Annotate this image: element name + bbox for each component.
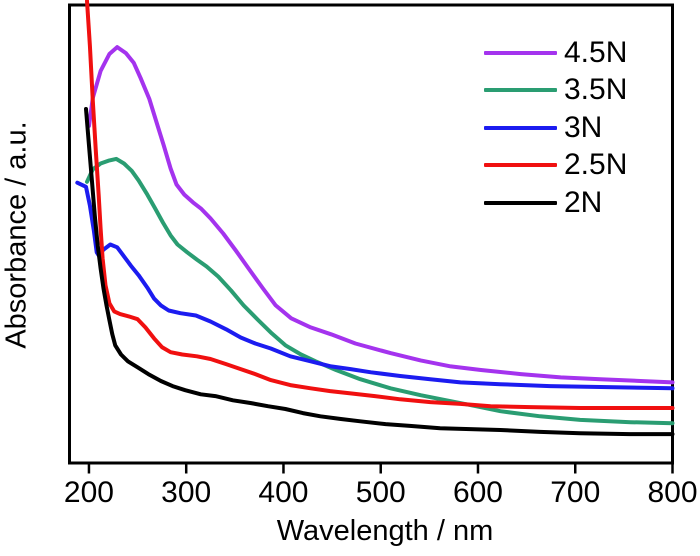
legend-label-4-5N: 4.5N <box>564 35 628 69</box>
legend: 4.5N 3.5N 3N 2.5N 2N <box>484 34 627 222</box>
curve-2.5N <box>85 0 675 410</box>
x-tick-label: 400 <box>258 476 308 509</box>
curve-4.5N <box>87 45 675 385</box>
x-tick-label: 800 <box>647 476 697 509</box>
legend-label-3-5N: 3.5N <box>564 73 628 107</box>
x-tick-label: 600 <box>453 476 503 509</box>
x-axis-label: Wavelength / nm <box>276 515 494 547</box>
x-tick-label: 700 <box>550 476 600 509</box>
legend-label-2-5N: 2.5N <box>564 148 628 182</box>
legend-label-2N: 2N <box>564 185 603 219</box>
x-tick-label: 300 <box>161 476 211 509</box>
legend-line-2N <box>484 200 557 205</box>
y-axis-label: Absorbance / a.u. <box>0 121 33 349</box>
legend-item-4-5N: 4.5N <box>484 34 627 72</box>
legend-item-3-5N: 3.5N <box>484 72 627 110</box>
plot-frame <box>68 3 674 465</box>
legend-line-2-5N <box>484 163 557 168</box>
curve-2N <box>84 107 675 437</box>
legend-line-3N <box>484 125 557 130</box>
x-tick-label: 200 <box>64 476 114 509</box>
legend-item-2-5N: 2.5N <box>484 147 627 185</box>
legend-label-3N: 3N <box>564 110 603 144</box>
legend-line-4-5N <box>484 50 557 55</box>
legend-line-3-5N <box>484 88 557 93</box>
legend-item-2N: 2N <box>484 184 627 222</box>
x-tick-label: 500 <box>356 476 406 509</box>
legend-item-3N: 3N <box>484 109 627 147</box>
